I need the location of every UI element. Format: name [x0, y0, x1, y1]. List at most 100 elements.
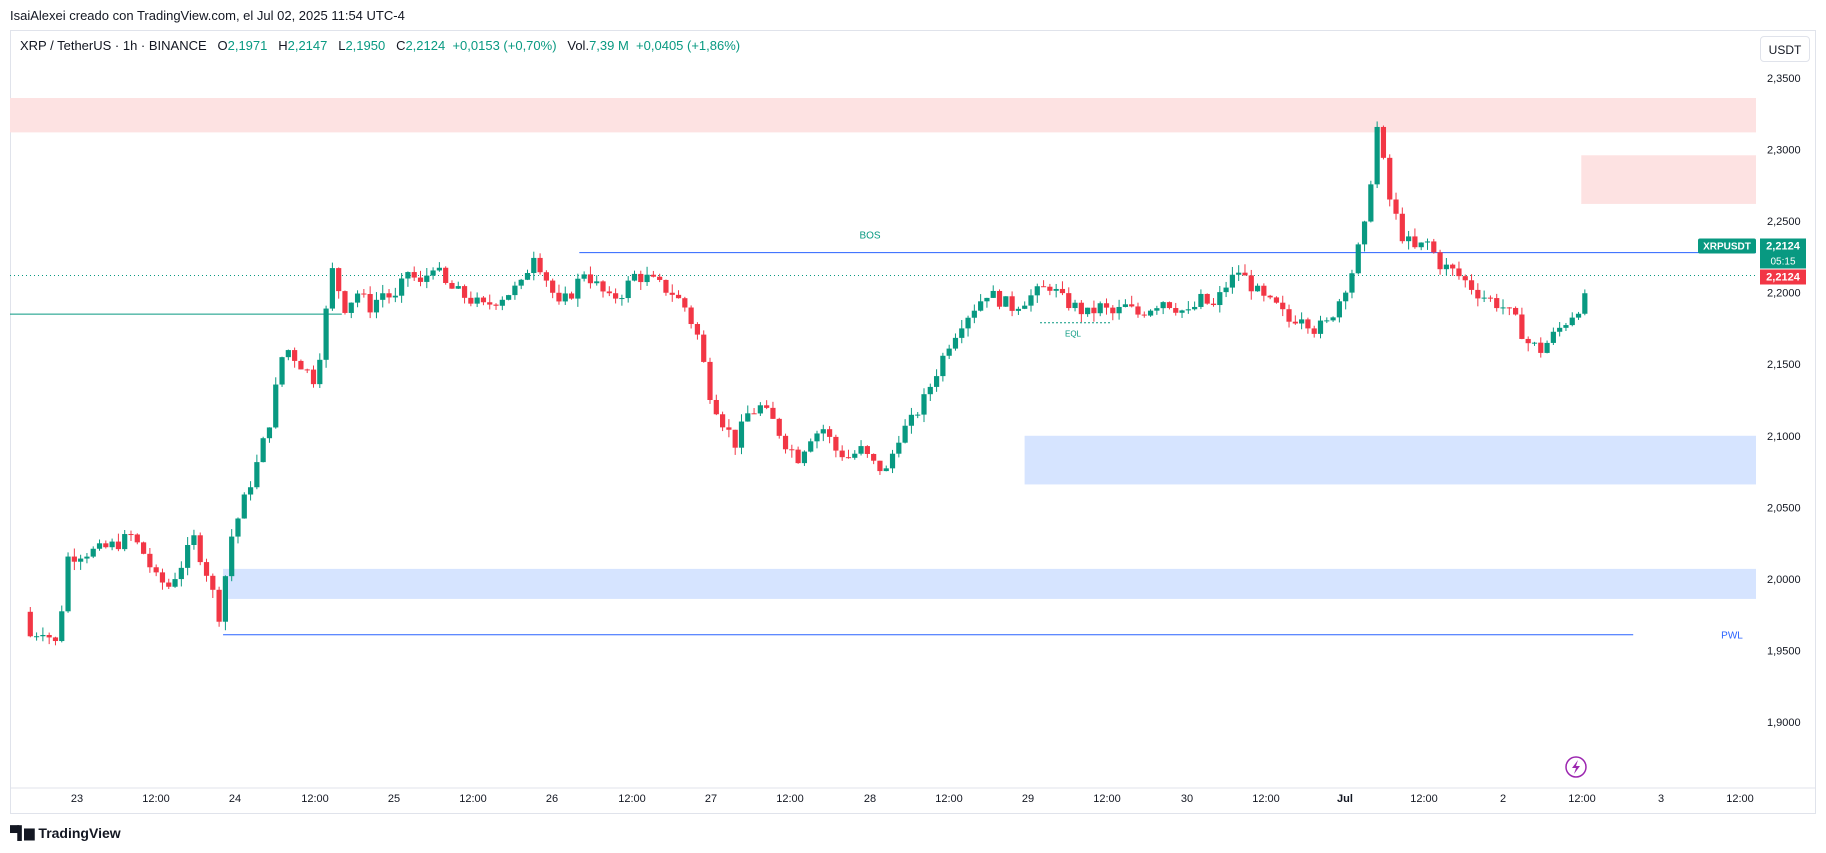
- currency-button[interactable]: USDT: [1760, 36, 1810, 62]
- candle: [474, 292, 480, 308]
- candle: [373, 292, 380, 319]
- tradingview-logo-icon: ▀▌▆: [10, 825, 34, 840]
- candle: [625, 276, 631, 303]
- candle: [436, 262, 442, 272]
- candle: [1336, 298, 1342, 323]
- candle: [405, 271, 411, 287]
- alert-icon[interactable]: [1565, 756, 1587, 778]
- candle: [1185, 301, 1191, 314]
- candle: [260, 436, 266, 463]
- candle: [518, 278, 524, 290]
- candle: [864, 445, 870, 458]
- candle: [978, 294, 984, 312]
- candle: [1129, 295, 1135, 308]
- candle: [1091, 300, 1097, 322]
- candle: [531, 251, 537, 281]
- candle: [1531, 341, 1538, 346]
- candle: [159, 568, 166, 590]
- candle: [247, 481, 254, 501]
- candle: [59, 605, 65, 643]
- alert-icon-bolt: [1572, 760, 1580, 774]
- candle: [468, 291, 474, 307]
- candle: [166, 578, 172, 590]
- candle: [1047, 283, 1053, 296]
- candle: [512, 281, 518, 300]
- candle: [1122, 299, 1128, 308]
- candle: [581, 271, 587, 282]
- candle: [638, 270, 644, 290]
- candle: [940, 352, 946, 382]
- candle: [889, 449, 896, 474]
- candle: [1494, 293, 1500, 312]
- x-tick-label: 12:00: [142, 793, 170, 805]
- candle: [103, 540, 109, 549]
- candle: [613, 288, 619, 304]
- candle: [298, 359, 304, 370]
- candle: [147, 547, 153, 573]
- volume-change-value: +0,0405 (+1,86%): [636, 38, 741, 53]
- x-tick-label: 26: [546, 793, 558, 805]
- candle: [984, 297, 990, 308]
- x-tick-label: 12:00: [1726, 793, 1754, 805]
- y-tick-label: 2,3500: [1767, 73, 1801, 85]
- candle: [701, 330, 707, 363]
- candle: [619, 294, 625, 306]
- candle: [430, 267, 436, 280]
- candle: [1481, 290, 1487, 303]
- candle: [1210, 298, 1217, 307]
- candle: [1135, 302, 1141, 318]
- candle: [71, 548, 77, 571]
- candle: [1192, 301, 1198, 311]
- y-tick-label: 2,1000: [1767, 431, 1801, 443]
- open-label: O: [217, 38, 228, 53]
- candle: [1305, 317, 1311, 334]
- candle: [279, 356, 285, 387]
- symbol-badge-bg: [1698, 238, 1756, 254]
- x-tick-label: 30: [1181, 793, 1193, 805]
- candle: [310, 365, 317, 388]
- candle: [738, 414, 745, 455]
- candle: [134, 533, 140, 545]
- candle: [688, 305, 694, 329]
- extras-layer: [1565, 756, 1587, 778]
- change-value: +0,0153 (+0,70%): [452, 38, 557, 53]
- candle: [587, 266, 594, 289]
- symbol-badge: XRPUSDT: [1703, 241, 1751, 252]
- candle: [1003, 296, 1009, 307]
- x-tick-label: 23: [71, 793, 83, 805]
- volume-value: 7,39 M: [589, 38, 629, 53]
- candle: [1160, 301, 1166, 315]
- candle: [726, 419, 732, 438]
- candle: [1034, 283, 1040, 303]
- chart-frame: [10, 30, 1816, 814]
- candle: [191, 529, 197, 550]
- candle: [128, 530, 134, 541]
- tradingview-logo[interactable]: ▀▌▆ TradingView: [10, 825, 121, 841]
- candle: [1173, 302, 1179, 316]
- candle: [801, 450, 808, 466]
- candle: [996, 289, 1003, 310]
- candle: [952, 333, 959, 351]
- candle: [1097, 301, 1103, 317]
- candle: [96, 539, 103, 551]
- axis-layer: 2,3500 2,3000 2,2500 2,2000 2,1500 2,1000 2,05…: [10, 73, 1816, 805]
- candle: [90, 546, 96, 559]
- symbol-title[interactable]: XRP / TetherUS · 1h · BINANCE: [20, 38, 207, 53]
- candle: [1468, 274, 1475, 295]
- candle: [1317, 315, 1324, 339]
- candle: [852, 450, 858, 460]
- candle: [682, 296, 688, 312]
- candle: [650, 270, 656, 278]
- candle: [40, 627, 46, 642]
- chart-attribution: IsaiAlexei creado con TradingView.com, e…: [10, 8, 405, 23]
- candle: [959, 319, 965, 344]
- candle: [669, 284, 675, 302]
- candle: [1368, 180, 1374, 223]
- candle: [1311, 325, 1317, 338]
- candle: [1500, 299, 1506, 315]
- x-tick-label: 12:00: [1410, 793, 1438, 805]
- candle: [317, 353, 323, 389]
- candle: [1487, 295, 1494, 302]
- candle: [449, 280, 455, 289]
